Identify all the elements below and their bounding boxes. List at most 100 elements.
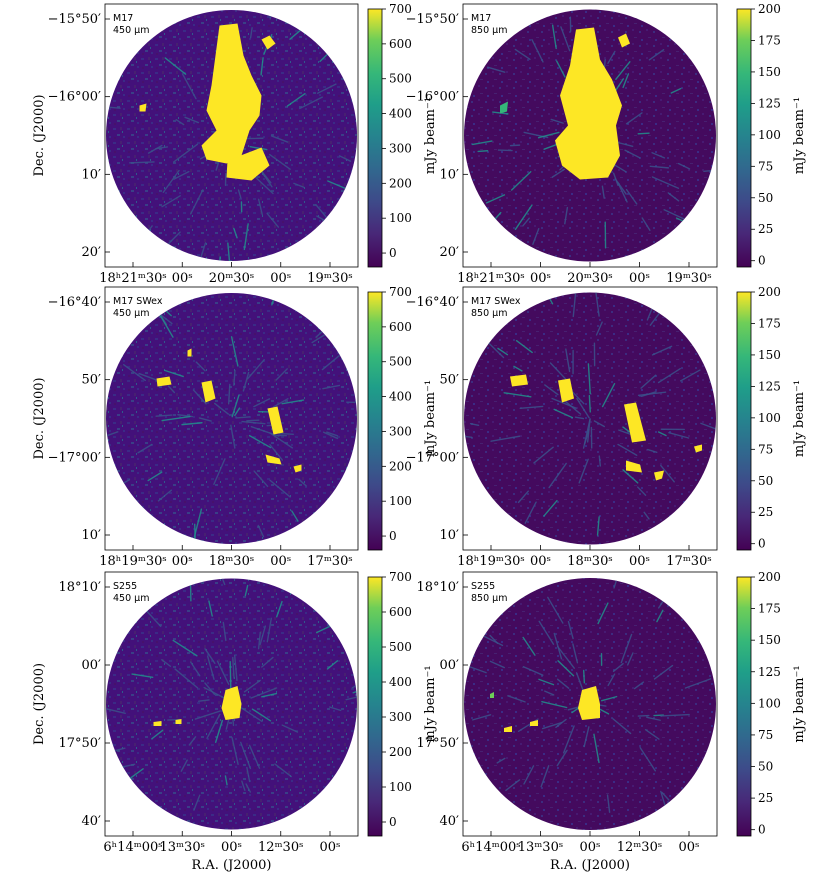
filament [231,737,239,765]
filament [657,431,667,437]
filament [469,422,480,427]
emission-clump [510,374,528,387]
colorbar-tick-label: 175 [758,602,781,616]
filament [633,681,645,690]
emission-clump [694,444,702,453]
filament [229,660,232,692]
filament [204,648,216,665]
filament [700,422,716,432]
filament [326,660,339,670]
filament [533,446,554,464]
filament [593,733,600,764]
map-image-disk [106,293,357,544]
colorbar-tick-label: 125 [758,379,781,393]
filament [319,53,328,63]
filament [477,150,489,153]
filament [555,60,566,78]
filament [541,721,563,730]
colorbar-tick-label: 100 [758,128,781,142]
x-tick-label: 18ᵐ30ˢ [567,554,612,569]
filament [507,695,526,703]
filament [180,759,188,772]
filament [289,28,303,40]
filament [266,212,280,228]
filament [551,168,565,178]
filament [524,501,537,524]
filament [643,511,650,520]
filament [663,209,687,221]
filament [598,455,602,467]
y-tick-label: −15°50′ [406,12,459,27]
filament [640,374,657,389]
filament [257,198,264,216]
filament [147,471,163,482]
filament [595,321,603,336]
emission-clump [626,460,642,473]
filament [189,578,192,602]
filament [651,152,666,159]
filament [311,334,325,344]
filament [233,654,238,682]
filament [242,371,250,392]
emission-clump [618,33,630,48]
colorbar-label: mJy beam⁻¹ [792,665,807,742]
filament [273,398,289,408]
x-tick-label: 00ˢ [629,554,650,569]
filament [572,643,579,664]
colorbar-tick-label: 200 [758,570,781,584]
filament [651,176,680,189]
x-tick-label: 00ˢ [270,271,291,286]
filament [147,144,163,154]
filament [155,146,169,150]
x-tick-label: 00ˢ [530,271,551,286]
colorbar-tick-label: 700 [389,285,412,299]
filament [637,486,647,496]
filament [281,724,299,733]
filament-layer [464,292,716,536]
filament [544,384,559,396]
colorbar-tick-label: 0 [758,823,766,837]
colorbar-tick-label: 400 [389,107,412,121]
filament [615,61,631,80]
filament [270,135,289,143]
filament [157,489,173,502]
emission-clump [175,719,182,724]
filament [251,708,272,722]
x-tick-label: 6ʰ14ᵐ00ˢ [461,840,520,855]
filament [622,469,639,484]
colorbar-tick-label: 75 [758,728,773,742]
filament [181,73,197,100]
filament [106,106,121,109]
filament [278,432,295,435]
filament [173,143,199,163]
filament [617,443,638,456]
filament [269,432,294,449]
filament [644,729,660,740]
x-tick-label: 00ˢ [320,840,341,855]
filament [253,470,269,487]
filament [567,620,574,640]
colorbar-tick-label: 0 [389,246,397,260]
x-axis-label: R.A. (J2000) [191,858,271,873]
filament [190,661,201,677]
emission-clump [654,470,664,481]
panel-source-label: M17 [113,13,133,24]
filament [243,223,249,251]
filament [576,397,590,419]
filament [647,448,658,453]
colorbar-tick-label: 500 [389,640,412,654]
filament [556,678,570,689]
filament [600,695,618,702]
filament [548,462,567,489]
filament [639,747,657,772]
filament [648,49,665,61]
filament [616,141,634,148]
colorbar-tick-label: 100 [389,780,412,794]
filament [614,178,627,195]
emission-clump [221,686,242,720]
colorbar-tick-label: 125 [758,96,781,110]
filament [637,132,650,135]
filament [553,408,574,419]
filament [606,794,611,813]
filament [269,444,284,461]
